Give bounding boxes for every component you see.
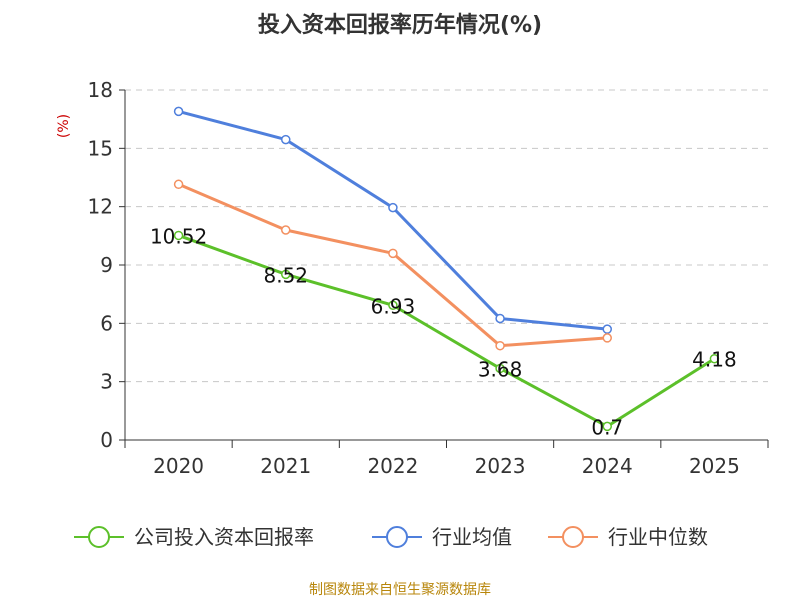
legend-marker (386, 526, 408, 548)
data-label: 3.68 (478, 357, 523, 381)
data-point-series-1 (495, 313, 505, 324)
data-point-series-1 (281, 134, 291, 145)
legend-label: 公司投入资本回报率 (134, 525, 314, 549)
data-point-series-0 (173, 230, 184, 241)
data-point-series-0 (602, 421, 612, 432)
data-label: 6.93 (371, 294, 416, 318)
data-point-series-2 (281, 225, 291, 235)
legend-label: 行业均值 (432, 525, 512, 549)
legend[interactable]: 公司投入资本回报率 行业均值 行业中位数 (74, 525, 708, 549)
data-point-series-0 (709, 353, 720, 364)
data-point-series-1 (388, 202, 398, 213)
data-point-series-2 (388, 248, 398, 259)
legend-item-2[interactable]: 行业中位数 (548, 525, 708, 549)
data-point-series-2 (495, 340, 505, 351)
legend-marker (562, 526, 584, 548)
y-axis-unit-label: (%) (56, 114, 72, 138)
y-tick-label: 12 (88, 195, 113, 219)
y-tick-label: 15 (88, 136, 113, 160)
data-point-series-1 (602, 324, 612, 334)
chart-title: 投入资本回报率历年情况(%) (258, 12, 542, 38)
data-point-series-2 (173, 179, 184, 190)
x-tick-label: 2021 (260, 454, 311, 478)
data-point-series-2 (602, 333, 612, 343)
y-tick-label: 3 (100, 370, 113, 394)
x-tick-label: 2022 (367, 454, 418, 478)
legend-item-0[interactable]: 公司投入资本回报率 (74, 525, 314, 549)
data-label: 10.52 (150, 224, 207, 248)
data-point-series-0 (495, 363, 505, 374)
legend-marker (88, 526, 110, 548)
data-label: 8.52 (263, 263, 308, 287)
series-line-0 (178, 234, 716, 428)
data-label: 0.7 (591, 415, 623, 439)
x-tick-label: 2024 (582, 454, 633, 478)
data-labels: 10.52 8.52 6.93 3.68 0.7 4.18 (150, 224, 737, 439)
y-tick-label: 9 (100, 253, 113, 277)
y-tick-label: 0 (100, 428, 113, 452)
x-tick-label: 2020 (153, 454, 204, 478)
legend-label: 行业中位数 (608, 525, 708, 549)
axes: 0 3 6 9 12 15 18 2020 2021 2022 2023 2024 2025 (88, 78, 769, 478)
y-tick-label: 6 (100, 311, 113, 335)
data-label: 4.18 (692, 348, 737, 372)
data-point-series-1 (173, 106, 184, 117)
data-point-series-0 (388, 300, 398, 310)
y-tick-label: 18 (88, 78, 113, 102)
x-tick-label: 2025 (689, 454, 740, 478)
data-point-series-0 (281, 269, 291, 280)
legend-item-1[interactable]: 行业均值 (372, 525, 512, 549)
data-source-note: 制图数据来自恒生聚源数据库 (309, 582, 491, 598)
x-tick-label: 2023 (475, 454, 526, 478)
series-lines (173, 106, 720, 432)
